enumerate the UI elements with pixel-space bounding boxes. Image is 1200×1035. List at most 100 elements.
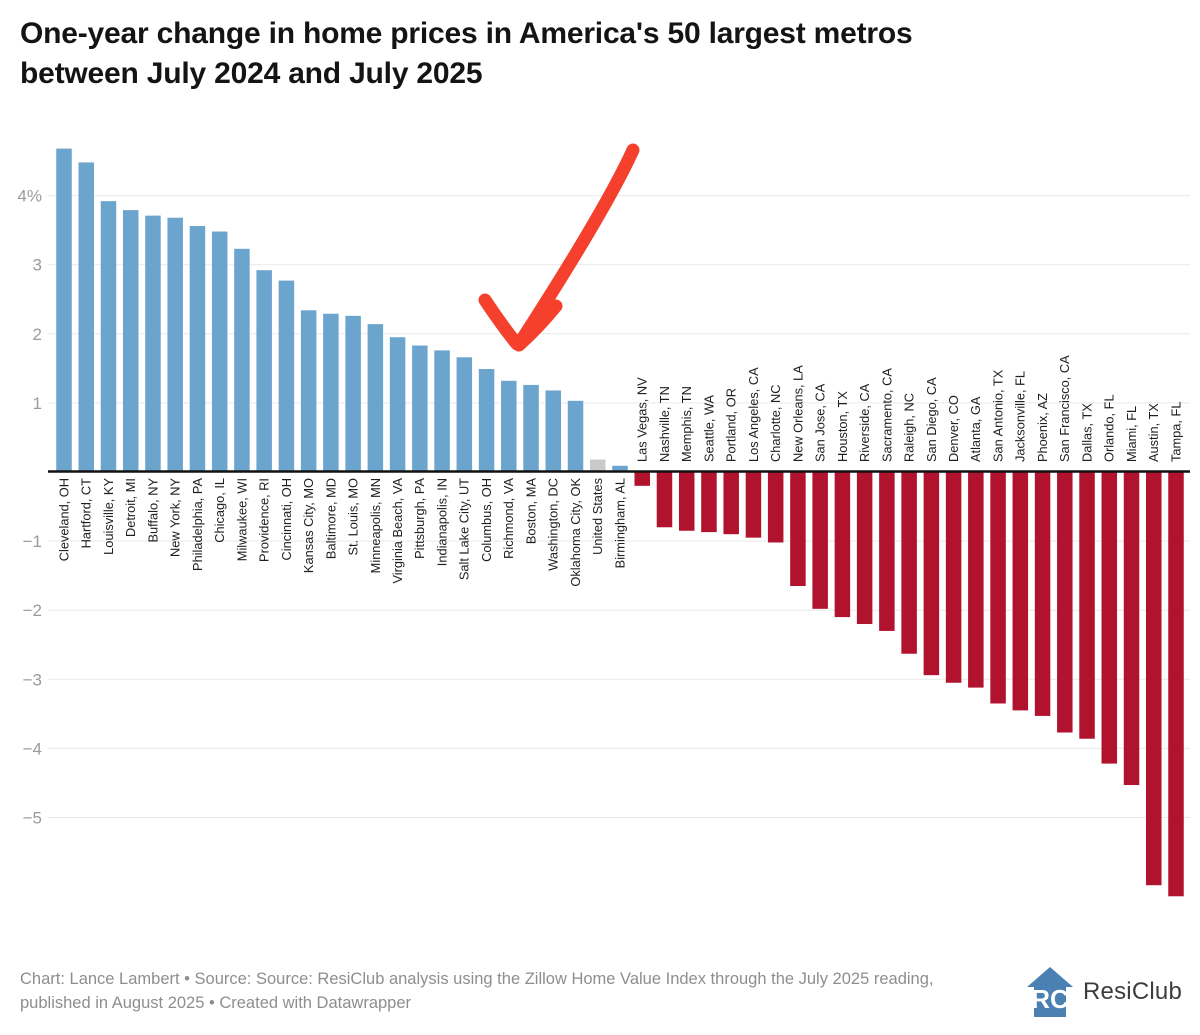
x-label: Cincinnati, OH xyxy=(279,478,294,561)
bar-Boston, MA xyxy=(523,384,539,472)
resiclub-house-icon: RC xyxy=(1027,967,1074,1017)
x-label: Orlando, FL xyxy=(1102,394,1117,462)
bar-Chicago, IL xyxy=(211,231,228,472)
bar-Los Angeles, CA xyxy=(745,472,762,538)
x-label: Detroit, MI xyxy=(123,478,138,537)
bar-Charlotte, NC xyxy=(767,472,784,543)
bar-Buffalo, NY xyxy=(145,215,161,472)
bar-Minneapolis, MN xyxy=(367,324,384,472)
x-label: Minneapolis, MN xyxy=(368,478,383,573)
x-label: Tampa, FL xyxy=(1168,402,1183,462)
bar-Dallas, TX xyxy=(1079,472,1095,739)
bar-Nashville, TN xyxy=(656,472,673,528)
y-tick-label: 3 xyxy=(33,256,42,275)
bar-Raleigh, NC xyxy=(901,472,917,654)
x-label: Richmond, VA xyxy=(501,478,516,559)
x-label: Oklahoma City, OK xyxy=(568,478,583,587)
bar-Houston, TX xyxy=(834,472,851,618)
bar-Virginia Beach, VA xyxy=(389,337,406,472)
x-label: Charlotte, NC xyxy=(768,384,783,462)
bar-Baltimore, MD xyxy=(323,313,339,472)
bar-Milwaukee, WI xyxy=(234,248,250,472)
x-label: Denver, CO xyxy=(946,395,961,462)
x-label: Indianapolis, IN xyxy=(434,478,449,566)
bar-San Francisco, CA xyxy=(1057,472,1073,733)
x-label: Baltimore, MD xyxy=(323,478,338,559)
credit-text: Chart: Lance Lambert • Source: Source: R… xyxy=(20,970,934,1012)
bar-San Diego, CA xyxy=(923,472,940,676)
x-label: Washington, DC xyxy=(546,478,561,571)
chart-title: One-year change in home prices in Americ… xyxy=(20,17,913,90)
bar-Philadelphia, PA xyxy=(189,226,206,472)
bar-Columbus, OH xyxy=(478,369,495,472)
x-label: Birmingham, AL xyxy=(612,478,627,568)
bar-Jacksonville, FL xyxy=(1012,472,1029,711)
bar-Austin, TX xyxy=(1146,472,1162,886)
bar-Denver, CO xyxy=(945,472,962,683)
x-label: Kansas City, MO xyxy=(301,478,316,573)
bar-Miami, FL xyxy=(1123,472,1140,786)
bar-Memphis, TN xyxy=(678,472,695,531)
y-tick-label: −4 xyxy=(23,739,42,758)
bar-Atlanta, GA xyxy=(968,472,984,688)
x-label: San Jose, CA xyxy=(813,383,828,462)
y-tick-label: −2 xyxy=(23,601,42,620)
x-label: Phoenix, AZ xyxy=(1035,393,1050,462)
logo-text: ResiClub xyxy=(1083,978,1182,1005)
bar-Phoenix, AZ xyxy=(1034,472,1051,716)
bar-New York, NY xyxy=(167,217,183,472)
x-label: Cleveland, OH xyxy=(56,478,71,561)
bar-Indianapolis, IN xyxy=(434,350,450,472)
bar-Hartford, CT xyxy=(78,162,94,472)
svg-text:RC: RC xyxy=(1031,984,1069,1014)
x-label: Philadelphia, PA xyxy=(190,478,205,571)
bar-Louisville, KY xyxy=(100,201,117,473)
bar-Providence, RI xyxy=(256,270,272,472)
x-label: Buffalo, NY xyxy=(145,478,160,543)
x-label: New Orleans, LA xyxy=(790,365,805,462)
bar-Oklahoma City, OK xyxy=(567,400,584,472)
x-label: Louisville, KY xyxy=(101,478,116,555)
y-tick-label: −3 xyxy=(23,670,42,689)
x-label: Pittsburgh, PA xyxy=(412,478,427,559)
x-label: Riverside, CA xyxy=(857,383,872,462)
x-label: Hartford, CT xyxy=(79,478,94,549)
bar-United States xyxy=(590,459,606,472)
y-tick-label: 4% xyxy=(17,187,42,206)
bar-San Jose, CA xyxy=(812,472,828,609)
bar-Kansas City, MO xyxy=(300,310,317,472)
x-label: New York, NY xyxy=(168,478,183,557)
bar-Sacramento, CA xyxy=(879,472,895,631)
x-label: Nashville, TN xyxy=(657,386,672,462)
x-label: Jacksonville, FL xyxy=(1013,371,1028,462)
bar-Seattle, WA xyxy=(701,472,717,533)
x-label: Las Vegas, NV xyxy=(635,377,650,462)
bar-St. Louis, MO xyxy=(345,315,361,472)
bar-Richmond, VA xyxy=(501,380,517,472)
x-label: Portland, OR xyxy=(724,388,739,462)
bar-Washington, DC xyxy=(545,390,562,472)
x-label: Atlanta, GA xyxy=(968,396,983,462)
x-label: Miami, FL xyxy=(1124,406,1139,462)
x-label: Milwaukee, WI xyxy=(234,478,249,561)
bar-Salt Lake City, UT xyxy=(456,357,473,472)
y-tick-label: 2 xyxy=(33,325,42,344)
bar-Tampa, FL xyxy=(1168,472,1184,897)
x-label: San Francisco, CA xyxy=(1057,355,1072,462)
y-tick-label: −5 xyxy=(23,809,42,828)
x-label: St. Louis, MO xyxy=(346,478,361,556)
bar-Cleveland, OH xyxy=(56,148,72,472)
bar-Las Vegas, NV xyxy=(634,472,650,486)
chart-footer: Chart: Lance Lambert • Source: Source: R… xyxy=(20,966,1182,1018)
x-label: San Diego, CA xyxy=(924,377,939,462)
y-tick-label: 1 xyxy=(33,394,42,413)
x-label: Chicago, IL xyxy=(212,478,227,543)
bar-Pittsburgh, PA xyxy=(412,345,428,472)
bar-Riverside, CA xyxy=(856,472,873,625)
bar-Birmingham, AL xyxy=(612,465,628,472)
x-label: Boston, MA xyxy=(523,478,538,545)
x-label: Seattle, WA xyxy=(701,394,716,462)
bar-San Antonio, TX xyxy=(990,472,1006,704)
